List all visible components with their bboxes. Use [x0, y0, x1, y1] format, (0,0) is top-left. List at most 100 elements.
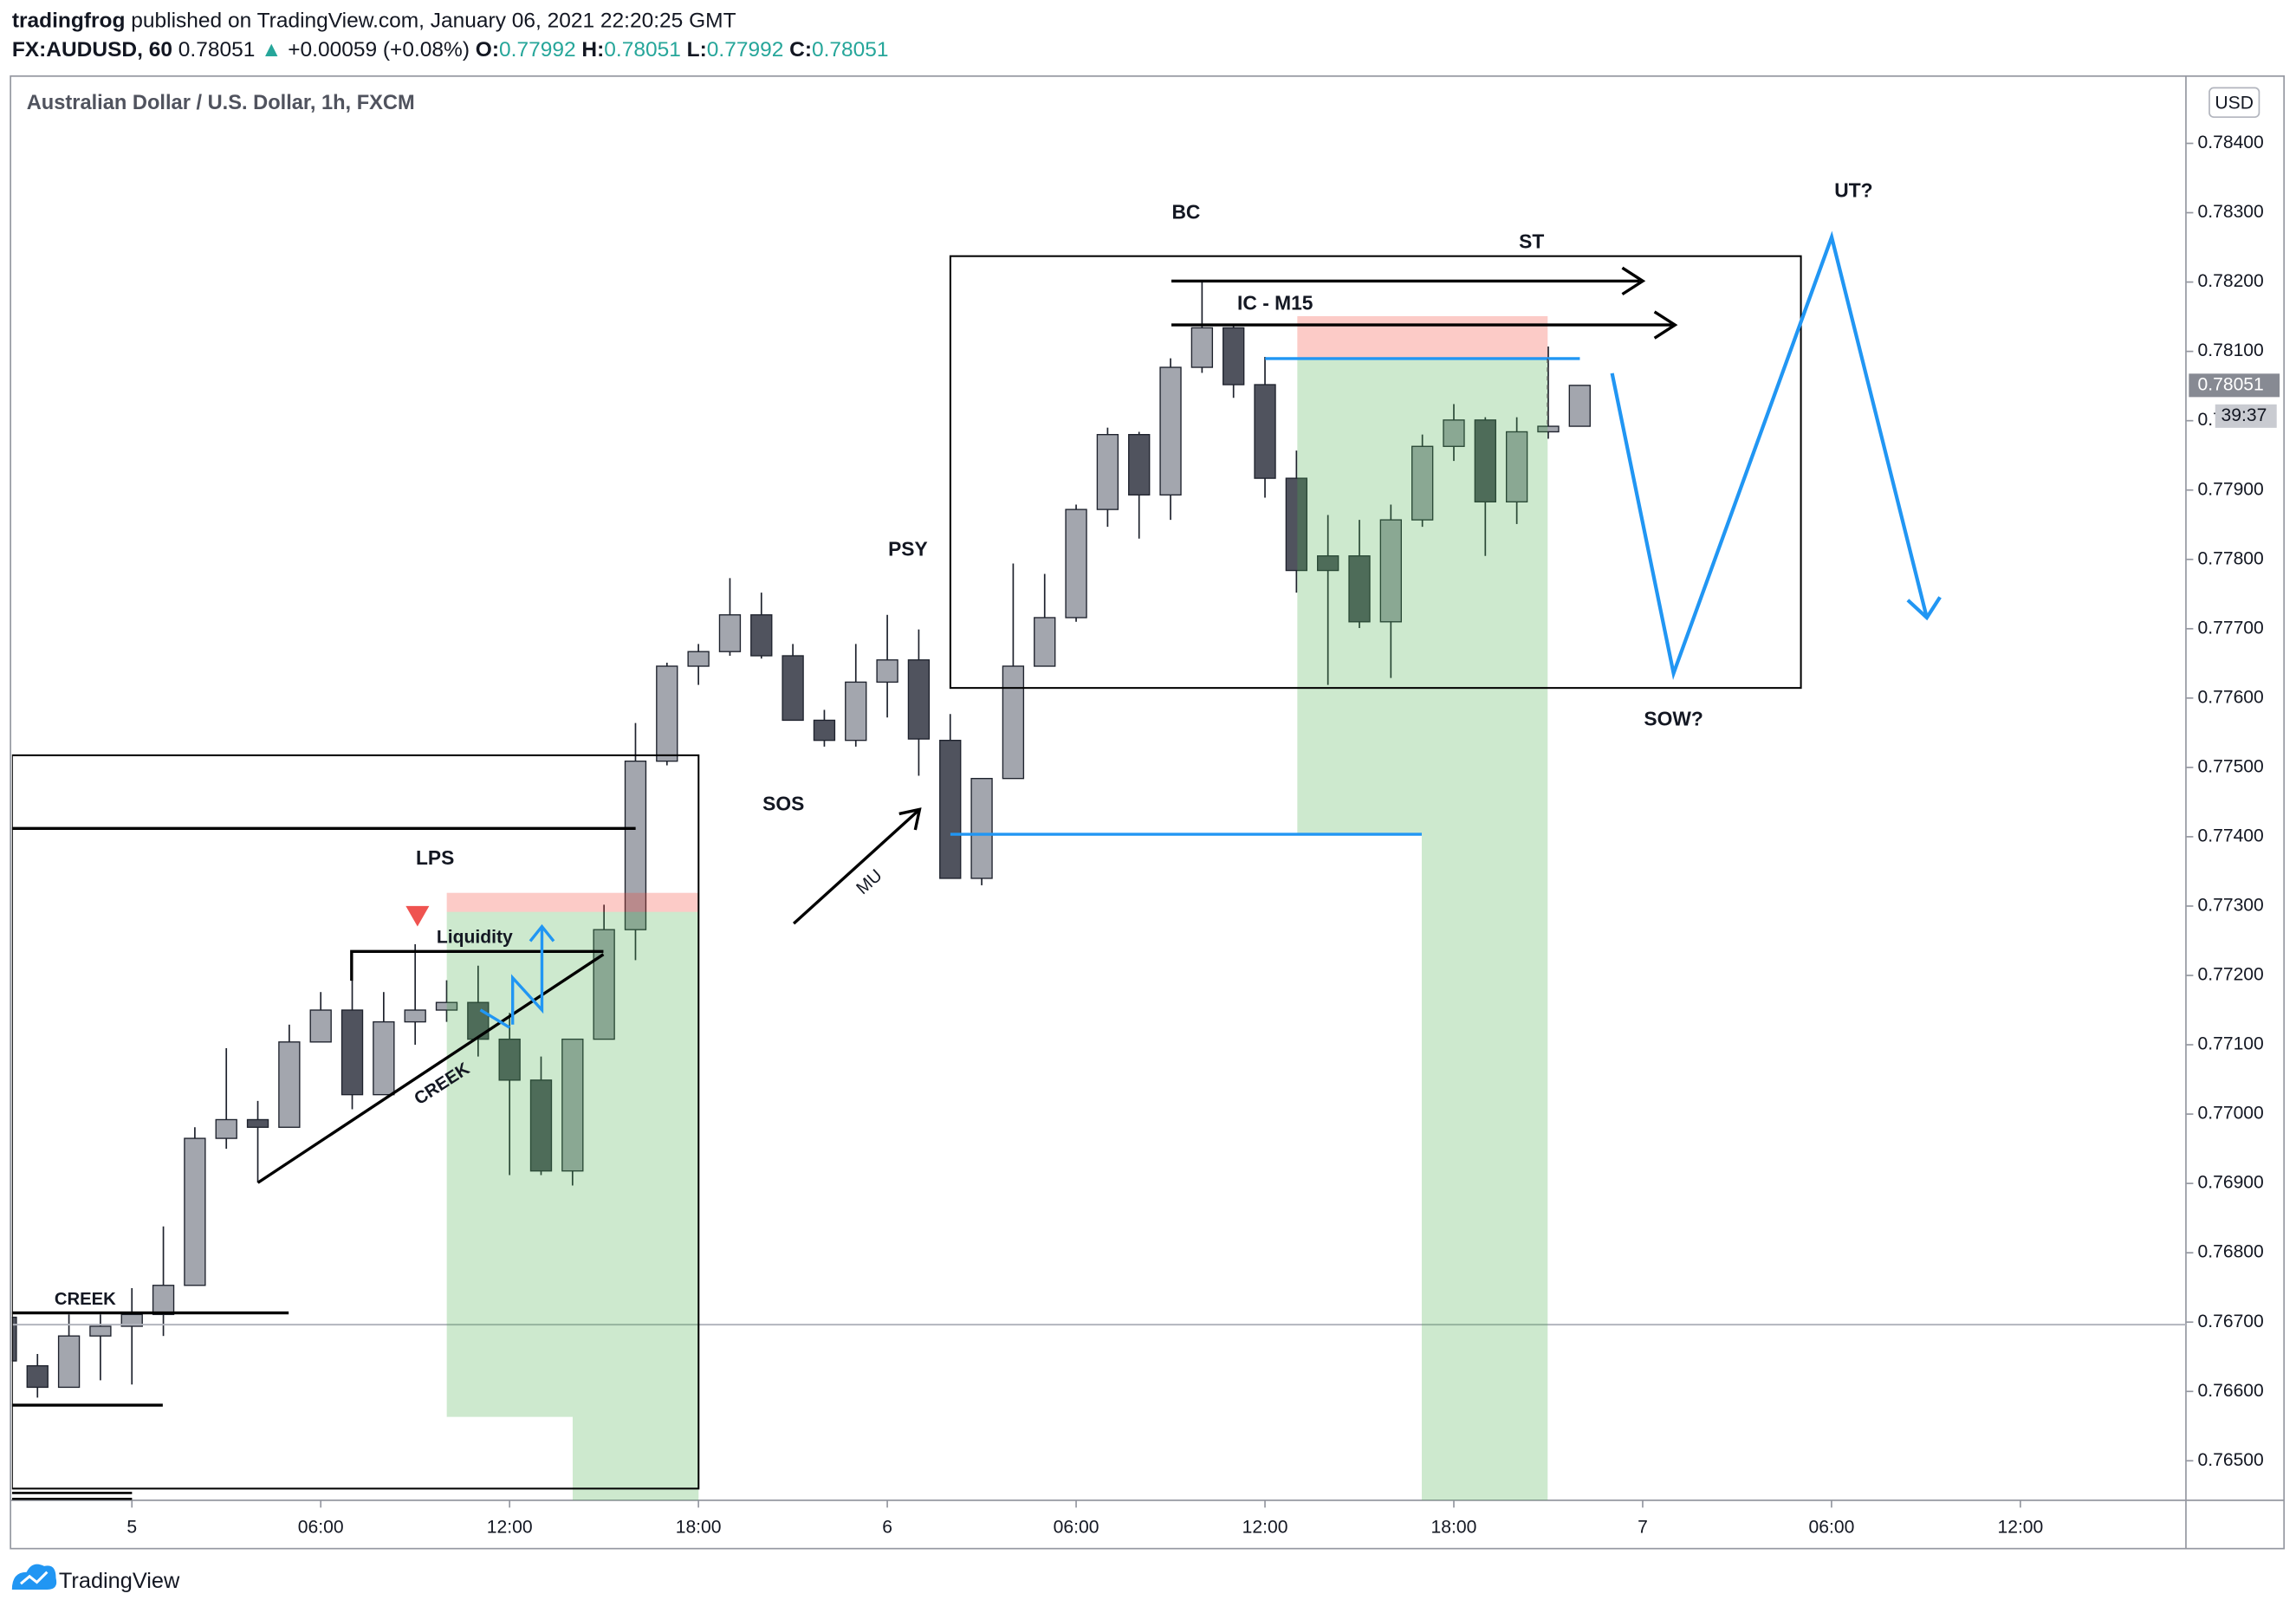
currency: USD	[2215, 94, 2254, 113]
candle-body	[1411, 445, 1434, 521]
y-tick-label: 0.77200	[2197, 965, 2263, 985]
y-tick-label: 0.76800	[2197, 1242, 2263, 1262]
ohlc-value: 0.78051	[812, 39, 889, 62]
candle-body	[1128, 433, 1151, 496]
candle-body	[246, 1118, 269, 1128]
candle-body	[309, 1009, 332, 1043]
candle-body	[152, 1285, 175, 1316]
y-tick-label: 0.77800	[2197, 548, 2263, 568]
last-price-box	[2189, 373, 2280, 398]
arrow-line	[792, 808, 921, 925]
arrow-head	[1621, 266, 1646, 296]
x-tick-label: 06:00	[298, 1518, 344, 1538]
x-tick-label: 06:00	[1054, 1518, 1099, 1538]
candle-body	[120, 1313, 143, 1327]
currency-box[interactable]	[2208, 87, 2260, 119]
range-box	[949, 255, 1802, 690]
candle-body	[1537, 425, 1560, 433]
candle-body	[1568, 385, 1591, 427]
creek-line	[256, 953, 605, 1184]
y-tick-label: 0.76700	[2197, 1312, 2263, 1331]
candle-body	[624, 760, 647, 930]
arrow-head	[529, 923, 555, 943]
liquidity-line	[350, 949, 604, 981]
x-tick-label: 7	[1638, 1518, 1648, 1538]
y-tick-label: 0.78400	[2197, 133, 2263, 152]
ohlc-value: 0.78051	[604, 39, 681, 62]
symbol: FX:AUDUSD, 60	[12, 39, 172, 62]
y-tick-label: 0.78100	[2197, 340, 2263, 360]
candle-body	[26, 1364, 49, 1389]
y-tick-label: 0.77400	[2197, 826, 2263, 845]
candle-body	[750, 614, 773, 657]
marker	[405, 905, 430, 927]
candle-body	[782, 655, 804, 722]
candle-body	[1348, 555, 1371, 623]
author: tradingfrog	[12, 10, 126, 33]
y-tick-label: 0.76900	[2197, 1173, 2263, 1193]
candle-body	[373, 1020, 395, 1096]
x-tick-label: 12:00	[1242, 1518, 1288, 1538]
candle-body	[1317, 555, 1339, 572]
arrow-head	[898, 807, 922, 831]
candle-body	[404, 1009, 426, 1023]
change: +0.00059 (+0.08%)	[288, 39, 470, 62]
annotation: LPS	[416, 846, 454, 869]
candle-body	[1254, 384, 1276, 479]
candle-body	[57, 1335, 81, 1389]
chart-title: Australian Dollar / U.S. Dollar, 1h, FXC…	[27, 92, 415, 114]
candle-body	[529, 1079, 553, 1172]
range-box	[11, 754, 700, 1490]
annotation: BC	[1171, 201, 1200, 223]
candle-body	[1443, 419, 1465, 447]
ohlc-label: O:	[476, 39, 499, 62]
x-tick-label: 06:00	[1809, 1518, 1855, 1538]
candle-body	[1065, 509, 1087, 619]
chart-frame	[10, 75, 2286, 1550]
x-tick-label: 12:00	[1997, 1518, 2043, 1538]
long-zone	[1297, 358, 1548, 1500]
ohlc-label: L:	[687, 39, 707, 62]
candle-body	[89, 1325, 112, 1337]
candle-body	[184, 1137, 206, 1286]
y-tick-label: 0.77300	[2197, 896, 2263, 916]
long-zone	[446, 911, 699, 1500]
x-tick-label: 18:00	[1431, 1518, 1477, 1538]
symbol-line: FX:AUDUSD, 60 0.78051 ▲ +0.00059 (+0.08%…	[12, 39, 889, 62]
annotation: UT?	[1834, 178, 1872, 201]
candle-body	[341, 1009, 364, 1096]
annotation: SOS	[762, 792, 804, 814]
countdown: 39:37	[2221, 405, 2267, 425]
candle-body	[1474, 419, 1496, 502]
candle-body	[215, 1118, 237, 1139]
y-tick-label: 0.77900	[2197, 479, 2263, 499]
published: published on TradingView.com, January 06…	[131, 10, 736, 33]
x-tick-label: 5	[126, 1518, 137, 1538]
candle-body	[907, 659, 931, 740]
candle-body	[1285, 477, 1308, 572]
candle-body	[1190, 327, 1214, 368]
candle-body	[939, 739, 962, 879]
last-price: 0.78051	[2197, 374, 2263, 394]
candle-body	[278, 1041, 301, 1128]
annotation: CREEK	[55, 1290, 116, 1309]
ohlc-value: 0.77992	[499, 39, 576, 62]
y-tick-label: 0.77700	[2197, 618, 2263, 638]
y-tick-label: 0.77000	[2197, 1104, 2263, 1124]
arrow: ▲	[261, 39, 282, 62]
candle-body	[1223, 327, 1245, 385]
candle-body	[561, 1038, 584, 1172]
candle-body	[845, 681, 867, 742]
projection-path	[1610, 230, 1929, 681]
candle-body	[1002, 665, 1025, 780]
candle-body	[1159, 366, 1182, 496]
candle-body	[498, 1038, 521, 1081]
path-line	[511, 926, 544, 1025]
arrow-head	[1906, 596, 1942, 621]
countdown-box	[2215, 404, 2277, 428]
candle-body	[970, 777, 993, 879]
y-tick-label: 0.77500	[2197, 756, 2263, 776]
y-tick-label: 0.77600	[2197, 687, 2263, 707]
